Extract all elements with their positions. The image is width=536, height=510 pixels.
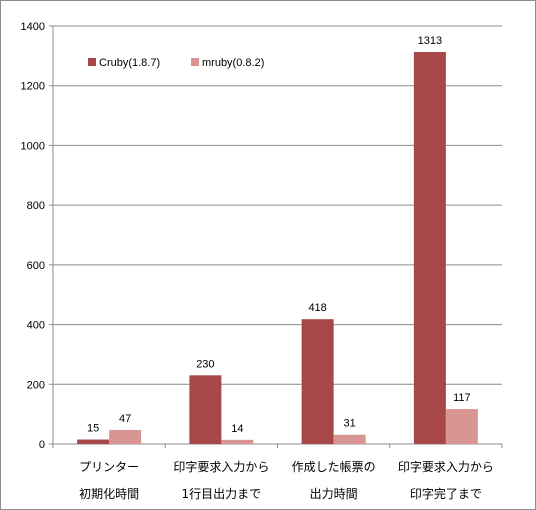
bar-0-2 (301, 319, 334, 444)
data-label-0-3: 1313 (418, 35, 442, 47)
bar-0-3 (413, 51, 446, 445)
legend-swatch-0 (88, 58, 96, 66)
category-label-2-1: 出力時間 (310, 487, 358, 501)
y-tick-label-1: 200 (27, 379, 45, 391)
data-label-1-0: 47 (119, 413, 131, 425)
y-tick-label-7: 1400 (21, 21, 45, 33)
y-tick-label-2: 400 (27, 320, 45, 332)
legend-swatch-1 (191, 58, 199, 66)
bar-1-3 (445, 409, 478, 444)
y-tick-label-3: 600 (27, 260, 45, 272)
data-label-0-0: 15 (87, 423, 99, 435)
category-label-0-1: 初期化時間 (79, 487, 139, 501)
data-label-1-2: 31 (344, 418, 356, 430)
category-label-0-0: プリンター (79, 460, 139, 474)
category-label-3-1: 印字完了まで (410, 486, 482, 501)
y-tick-label-5: 1000 (21, 140, 45, 152)
legend-label-1: mruby(0.8.2) (202, 57, 264, 69)
y-tick-label-0: 0 (39, 439, 45, 451)
category-label-1-0: 印字要求入力から (173, 459, 269, 474)
data-label-1-1: 14 (231, 423, 243, 435)
data-label-1-3: 117 (453, 392, 471, 404)
y-tick-label-6: 1200 (21, 81, 45, 93)
y-tick-label-4: 800 (27, 200, 45, 212)
bar-1-1 (221, 439, 254, 444)
bar-1-2 (333, 434, 366, 444)
bar-0-0 (77, 439, 110, 444)
bar-0-1 (189, 375, 222, 444)
category-label-2-0: 作成した帳票の (292, 460, 376, 474)
data-label-0-2: 418 (308, 302, 326, 314)
data-label-0-1: 230 (196, 358, 214, 370)
category-label-1-1: 1行目出力まで (182, 487, 262, 501)
category-label-3-0: 印字要求入力から (398, 459, 494, 474)
bar-1-0 (109, 429, 142, 444)
legend-label-0: Cruby(1.8.7) (99, 57, 160, 69)
